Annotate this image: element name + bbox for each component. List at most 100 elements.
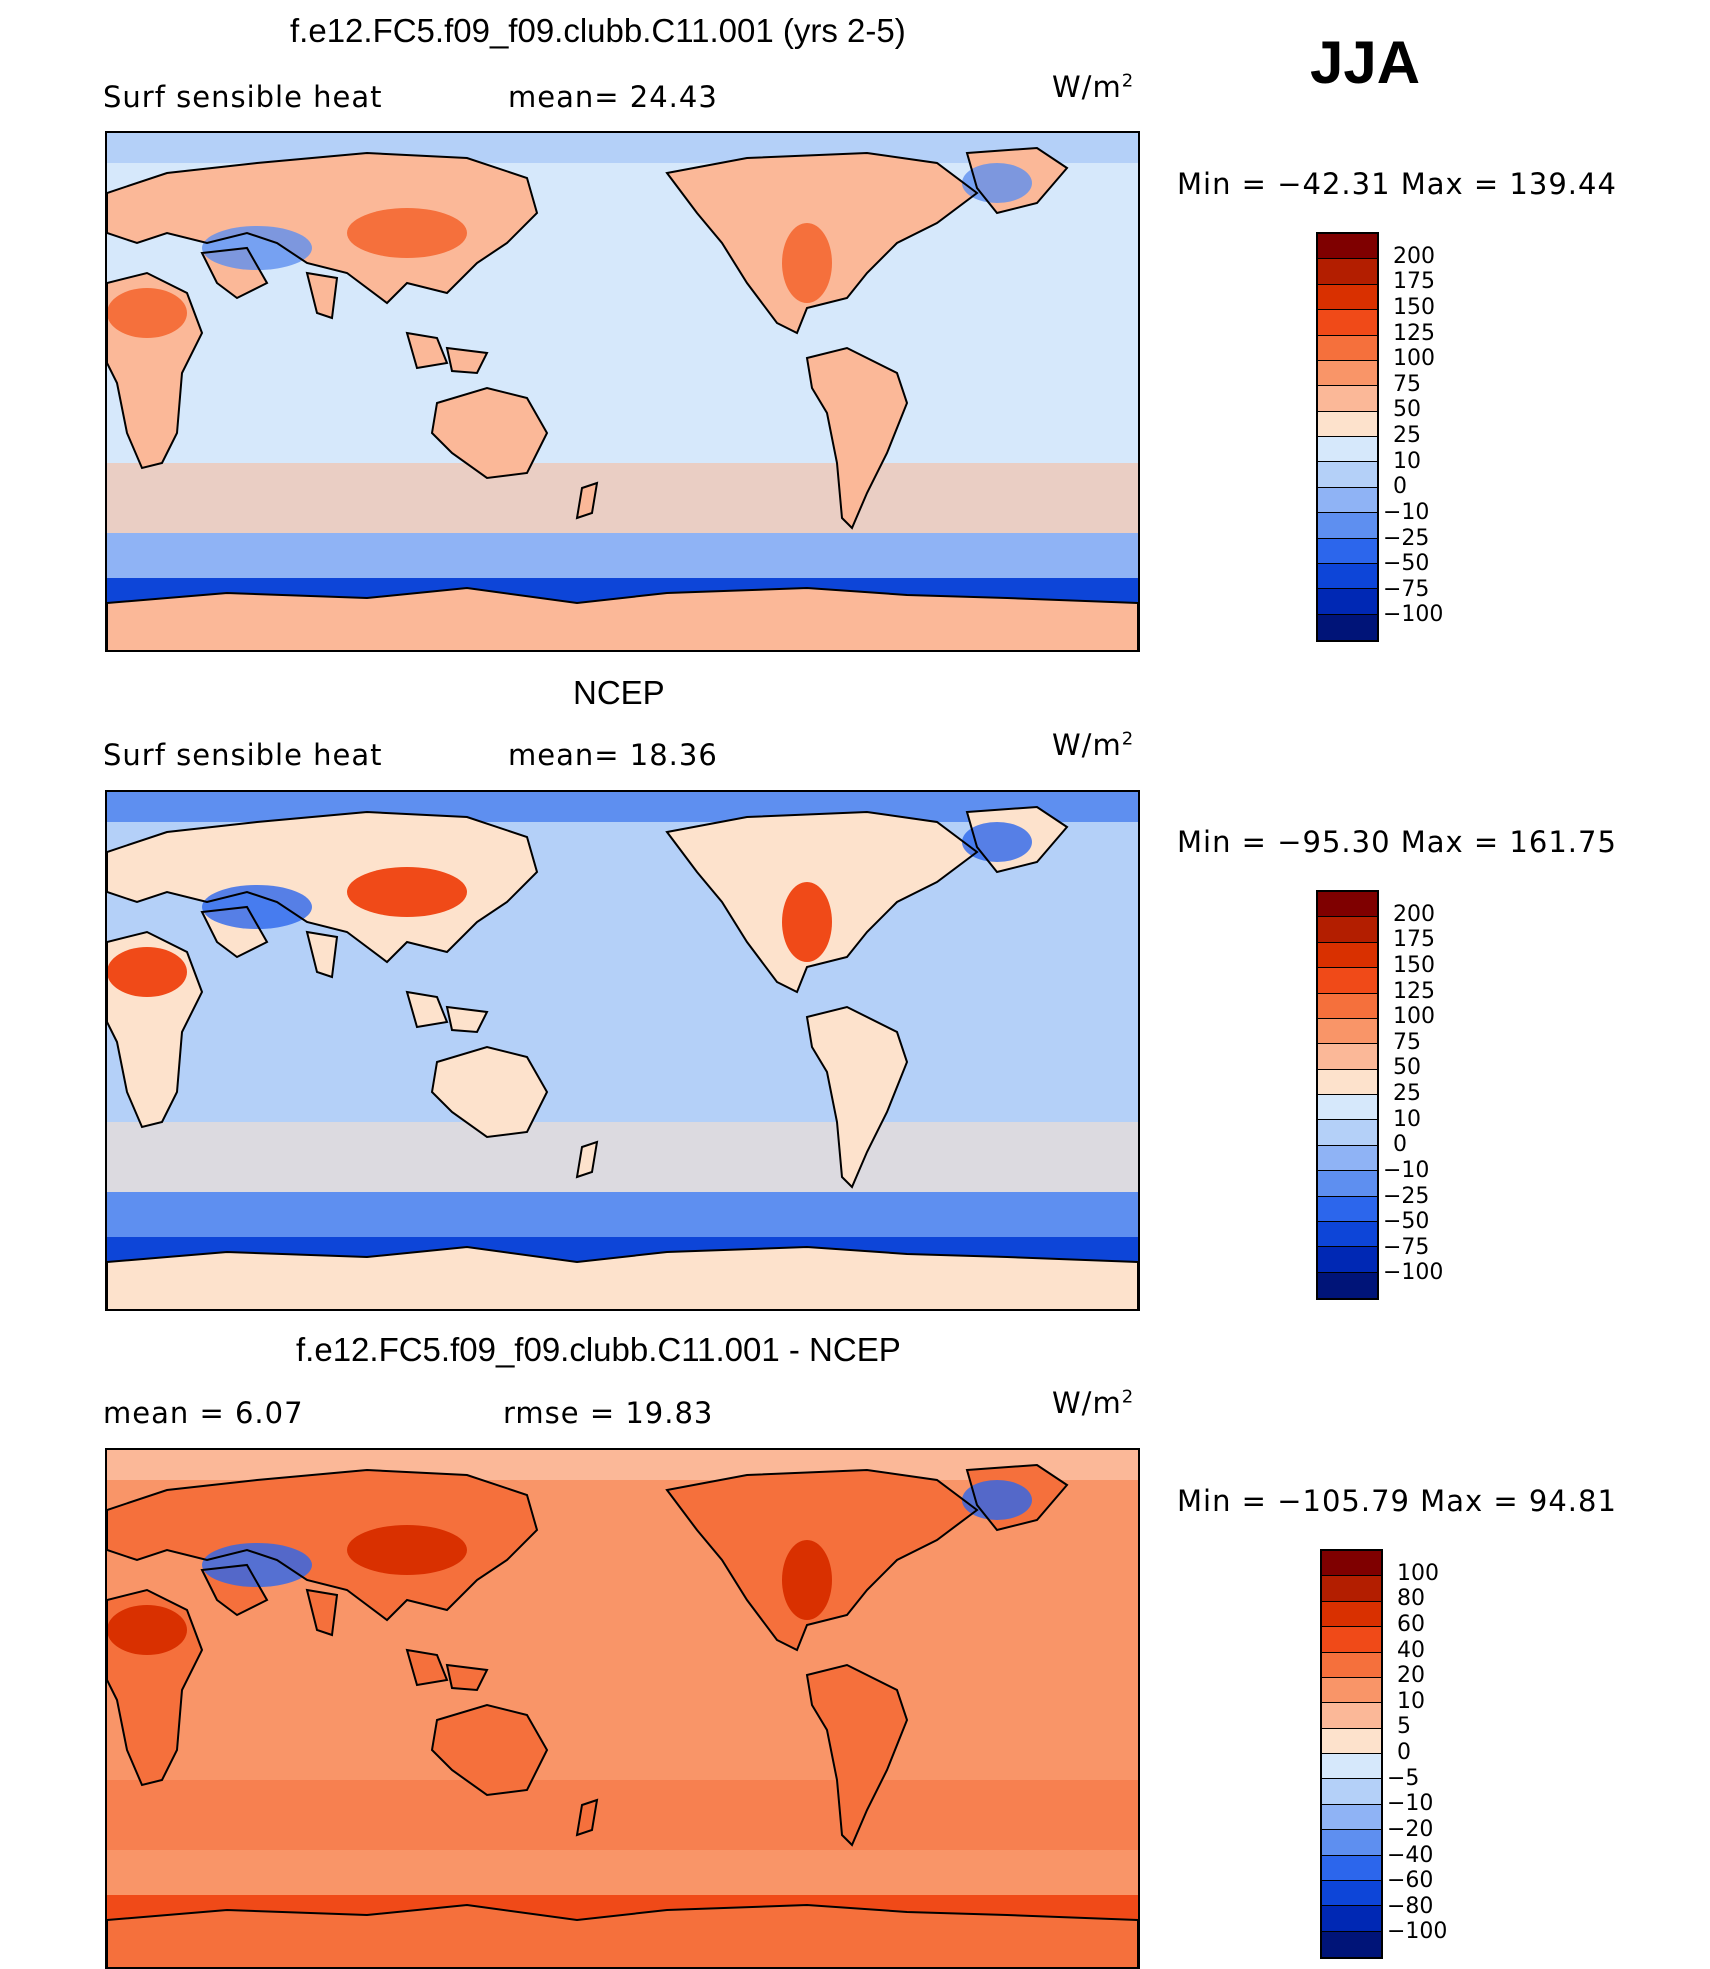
- southern-ocean-band: [107, 1850, 1138, 1895]
- colorbar: [1320, 1549, 1383, 1959]
- panel-title: NCEP: [573, 674, 665, 711]
- cold-anomaly: [962, 822, 1032, 862]
- colorbar-tick-label: 125: [1393, 978, 1435, 1004]
- coastline: [107, 1468, 539, 1622]
- colorbar-tick-label: −10: [1387, 1791, 1434, 1817]
- land-fill: [407, 333, 487, 373]
- land-fill: [107, 588, 1138, 650]
- coastline: [405, 331, 489, 375]
- colorbar-tick-label: −75: [1383, 1234, 1430, 1260]
- colorbar-tick-label: 150: [1393, 952, 1435, 978]
- coastline: [665, 151, 979, 335]
- colorbar-tick-label: 50: [1393, 1055, 1421, 1081]
- land-fill: [107, 812, 537, 962]
- colorbar-segment: [1318, 437, 1377, 463]
- coastline: [965, 805, 1069, 874]
- warm-anomaly: [107, 947, 187, 997]
- coastline: [200, 246, 339, 320]
- coastline: [805, 1005, 909, 1189]
- colorbar-tick-label: −50: [1383, 551, 1430, 577]
- cold-anomaly: [962, 1480, 1032, 1520]
- coastline: [430, 386, 549, 480]
- colorbar-tick-label: −75: [1383, 576, 1430, 602]
- colorbar-tick-label: 0: [1397, 1740, 1411, 1765]
- colorbar-segment: [1322, 1601, 1381, 1628]
- coastline: [107, 810, 539, 964]
- colorbar-segment: [1322, 1880, 1381, 1907]
- variable-label: Surf sensible heat: [103, 738, 383, 772]
- colorbar-tick-label: −60: [1387, 1868, 1434, 1894]
- coastline: [805, 1663, 909, 1847]
- colorbar-segment: [1322, 1931, 1381, 1957]
- coastline: [107, 1903, 1138, 1967]
- units-base: W/m: [1052, 70, 1122, 104]
- colorbar-segment: [1322, 1855, 1381, 1881]
- land-fill: [432, 1047, 547, 1137]
- colorbar-segment: [1318, 1272, 1377, 1298]
- land-fill: [407, 992, 487, 1032]
- colorbar-segment: [1318, 284, 1377, 311]
- colorbar-segment: [1318, 917, 1377, 943]
- coastline: [200, 1563, 339, 1637]
- colorbar-segment: [1322, 1576, 1381, 1602]
- colorbar-segment: [1318, 892, 1377, 918]
- colorbar-tick-label: 50: [1393, 397, 1421, 423]
- colorbar-segment: [1318, 589, 1377, 615]
- colorbar-segment: [1322, 1551, 1381, 1577]
- colorbar-segment: [1322, 1754, 1381, 1780]
- coastline: [665, 810, 979, 994]
- colorbar-tick-label: −5: [1387, 1765, 1420, 1791]
- coastline: [805, 346, 909, 530]
- land-fill: [107, 1905, 1138, 1967]
- coastline: [575, 1140, 599, 1179]
- colorbar-segment: [1322, 1779, 1381, 1805]
- arctic-band: [107, 792, 1138, 822]
- map-plot: [105, 1448, 1140, 1969]
- colorbar-tick-label: 75: [1393, 1029, 1421, 1055]
- min-max-label: Min = −105.79 Max = 94.81: [1177, 1484, 1617, 1518]
- coastline: [107, 151, 539, 305]
- colorbar-tick-label: 25: [1393, 423, 1421, 448]
- units-label: W/m2: [1052, 70, 1134, 104]
- colorbar-segment: [1318, 1145, 1377, 1172]
- colorbar-segment: [1318, 1018, 1377, 1045]
- season-label: JJA: [1310, 29, 1421, 96]
- colorbar-segment: [1318, 1196, 1377, 1222]
- midlatitude-band: [107, 1122, 1138, 1192]
- colorbar-tick-label: 100: [1393, 346, 1435, 372]
- colorbar: [1316, 890, 1379, 1300]
- colorbar-segment: [1318, 487, 1377, 514]
- colorbar-segment: [1322, 1703, 1381, 1729]
- colorbar-segment: [1318, 1120, 1377, 1146]
- map-svg: [107, 133, 1138, 650]
- land-fill: [432, 388, 547, 478]
- colorbar-segment: [1318, 259, 1377, 285]
- colorbar-tick-label: −40: [1387, 1842, 1434, 1868]
- warm-anomaly: [782, 1540, 832, 1620]
- variable-label: Surf sensible heat: [103, 80, 383, 114]
- warm-anomaly: [347, 1525, 467, 1575]
- southern-ocean-band: [107, 1192, 1138, 1237]
- colorbar-tick-label: 150: [1393, 294, 1435, 320]
- colorbar-tick-label: −100: [1387, 1919, 1448, 1945]
- colorbar-segment: [1318, 1095, 1377, 1121]
- units-base: W/m: [1052, 1386, 1122, 1420]
- midlatitude-band: [107, 1780, 1138, 1850]
- coastline: [575, 1798, 599, 1837]
- colorbar-segment: [1318, 411, 1377, 437]
- colorbar-tick-label: 5: [1397, 1714, 1411, 1740]
- colorbar-tick-label: 175: [1393, 927, 1435, 953]
- colorbar-tick-label: −100: [1383, 602, 1444, 628]
- colorbar-segment: [1318, 234, 1377, 260]
- colorbar-segment: [1318, 462, 1377, 488]
- colorbar-segment: [1318, 1069, 1377, 1095]
- coastline: [430, 1703, 549, 1797]
- colorbar-tick-label: 175: [1393, 269, 1435, 295]
- coastline: [575, 481, 599, 520]
- units-exponent: 2: [1121, 728, 1135, 750]
- arctic-band: [107, 1450, 1138, 1480]
- units-exponent: 2: [1121, 70, 1135, 92]
- colorbar-tick-label: −10: [1383, 499, 1430, 525]
- colorbar-segment: [1322, 1677, 1381, 1704]
- map-svg: [107, 792, 1138, 1309]
